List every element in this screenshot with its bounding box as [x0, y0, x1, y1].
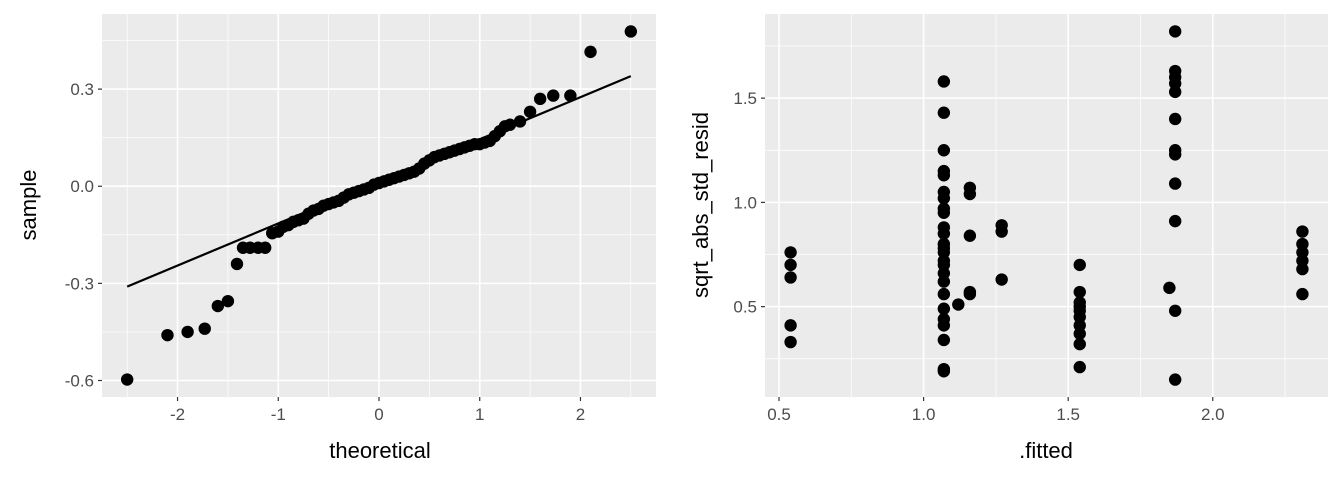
right-data-point: [937, 206, 951, 219]
left-data-point: [211, 299, 225, 313]
right-data-point: [1296, 225, 1309, 238]
right-data-point: [937, 275, 951, 288]
right-x-tick-label: 1.0: [912, 405, 936, 424]
right-data-point: [1168, 214, 1182, 228]
right-data-point: [937, 144, 951, 157]
left-data-point: [533, 92, 547, 106]
left-x-tick-label: -2: [170, 405, 185, 424]
right-data-point: [963, 229, 977, 242]
left-panel: -2 -1 0 1 2 -0.6 -0.3 0.0 0.3: [65, 14, 656, 424]
right-data-point: [995, 225, 1008, 238]
right-data-point: [937, 75, 951, 88]
left-data-point: [547, 89, 560, 102]
right-data-point: [1073, 258, 1086, 272]
left-y-tick-label: 0.0: [70, 177, 94, 196]
left-y-tick-label: 0.3: [70, 80, 94, 99]
right-panel: 0.5 1.0 1.5 2.0 0.5 1.0 1.5: [733, 14, 1328, 424]
left-x-tick-label: 2: [576, 405, 585, 424]
left-y-tick-label: -0.3: [65, 274, 94, 293]
right-data-point: [784, 246, 797, 259]
left-data-point: [564, 89, 577, 102]
left-y-tick-label: -0.6: [65, 371, 94, 390]
left-x-tick-label: 0: [374, 405, 383, 424]
left-y-axis-title: sample: [16, 170, 41, 241]
right-data-point: [1296, 262, 1309, 276]
left-data-point: [584, 45, 597, 59]
right-x-axis-title: .fitted: [1019, 438, 1073, 463]
left-data-point: [198, 322, 211, 335]
right-data-point: [1073, 360, 1086, 374]
right-data-point: [784, 258, 797, 272]
right-y-tick-label: 1.0: [733, 193, 757, 212]
right-data-point: [937, 365, 951, 378]
right-data-point: [1168, 304, 1182, 317]
left-data-point: [120, 373, 134, 386]
right-y-tick-label: 1.5: [733, 89, 757, 108]
right-data-point: [1168, 373, 1182, 386]
right-data-point: [937, 192, 951, 205]
right-data-point: [937, 319, 951, 332]
right-data-point: [963, 287, 977, 301]
right-data-point: [937, 106, 951, 119]
right-data-point: [1168, 148, 1182, 161]
left-data-point: [624, 25, 638, 38]
left-data-point: [523, 105, 537, 118]
left-x-axis-title: theoretical: [329, 438, 431, 463]
right-data-point: [784, 319, 797, 332]
right-data-point: [952, 298, 965, 311]
right-data-point: [995, 273, 1008, 286]
left-x-tick-label: 1: [475, 405, 484, 424]
right-x-tick-label: 1.5: [1056, 405, 1080, 424]
right-data-point: [963, 187, 977, 201]
right-data-point: [784, 335, 797, 349]
right-panel-background: [765, 14, 1328, 397]
left-x-tick-label: -1: [271, 405, 286, 424]
left-data-point: [258, 241, 272, 254]
right-data-point: [1073, 285, 1086, 299]
right-data-point: [937, 302, 951, 315]
right-data-point: [784, 271, 797, 284]
right-data-point: [1168, 25, 1182, 38]
right-data-point: [1073, 327, 1086, 340]
right-data-point: [937, 169, 951, 182]
right-x-tick-label: 2.0: [1201, 405, 1225, 424]
right-y-tick-label: 0.5: [733, 298, 757, 317]
right-data-point: [1296, 287, 1309, 301]
right-y-axis-title: sqrt_abs_std_resid: [688, 112, 713, 298]
right-data-point: [1163, 281, 1176, 295]
right-data-point: [937, 227, 951, 240]
right-data-point: [937, 287, 951, 301]
right-data-point: [937, 333, 951, 347]
right-data-point: [1168, 85, 1182, 99]
left-data-point: [221, 294, 235, 308]
left-data-point: [230, 257, 244, 271]
right-data-point: [1168, 112, 1182, 126]
left-data-point: [181, 325, 194, 339]
right-data-point: [1168, 177, 1182, 190]
right-data-point: [1073, 337, 1086, 351]
right-x-tick-label: 0.5: [767, 405, 791, 424]
qq-reference-line: [126, 75, 632, 288]
left-data-point: [161, 328, 174, 342]
